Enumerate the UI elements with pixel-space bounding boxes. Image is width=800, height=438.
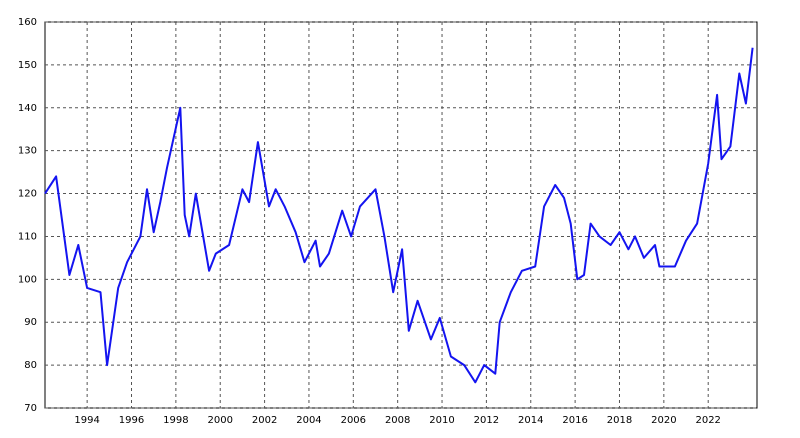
y-tick-label: 160	[18, 17, 37, 28]
x-tick-label: 2004	[296, 415, 321, 426]
y-tick-label: 90	[24, 317, 37, 328]
y-tick-label: 140	[18, 103, 37, 114]
y-tick-label: 100	[18, 274, 37, 285]
x-tick-label: 1998	[163, 415, 188, 426]
x-tick-label: 2010	[429, 415, 454, 426]
x-tick-label: 2016	[562, 415, 587, 426]
y-tick-label: 130	[18, 146, 37, 157]
y-tick-label: 70	[24, 403, 37, 414]
x-tick-label: 1994	[74, 415, 99, 426]
x-tick-label: 2014	[518, 415, 543, 426]
y-tick-label: 120	[18, 189, 37, 200]
y-tick-label: 80	[24, 360, 37, 371]
x-tick-label: 2018	[607, 415, 632, 426]
x-tick-label: 1996	[119, 415, 144, 426]
x-tick-label: 2022	[695, 415, 720, 426]
data-line	[44, 47, 754, 384]
x-tick-label: 2008	[385, 415, 410, 426]
y-tick-label: 110	[18, 231, 37, 242]
x-tick-label: 2020	[651, 415, 676, 426]
x-tick-label: 2012	[474, 415, 499, 426]
x-tick-label: 2002	[252, 415, 277, 426]
y-tick-label: 150	[18, 60, 37, 71]
plot-frame	[44, 21, 758, 409]
x-tick-label: 2006	[341, 415, 366, 426]
x-tick-label: 2000	[208, 415, 233, 426]
